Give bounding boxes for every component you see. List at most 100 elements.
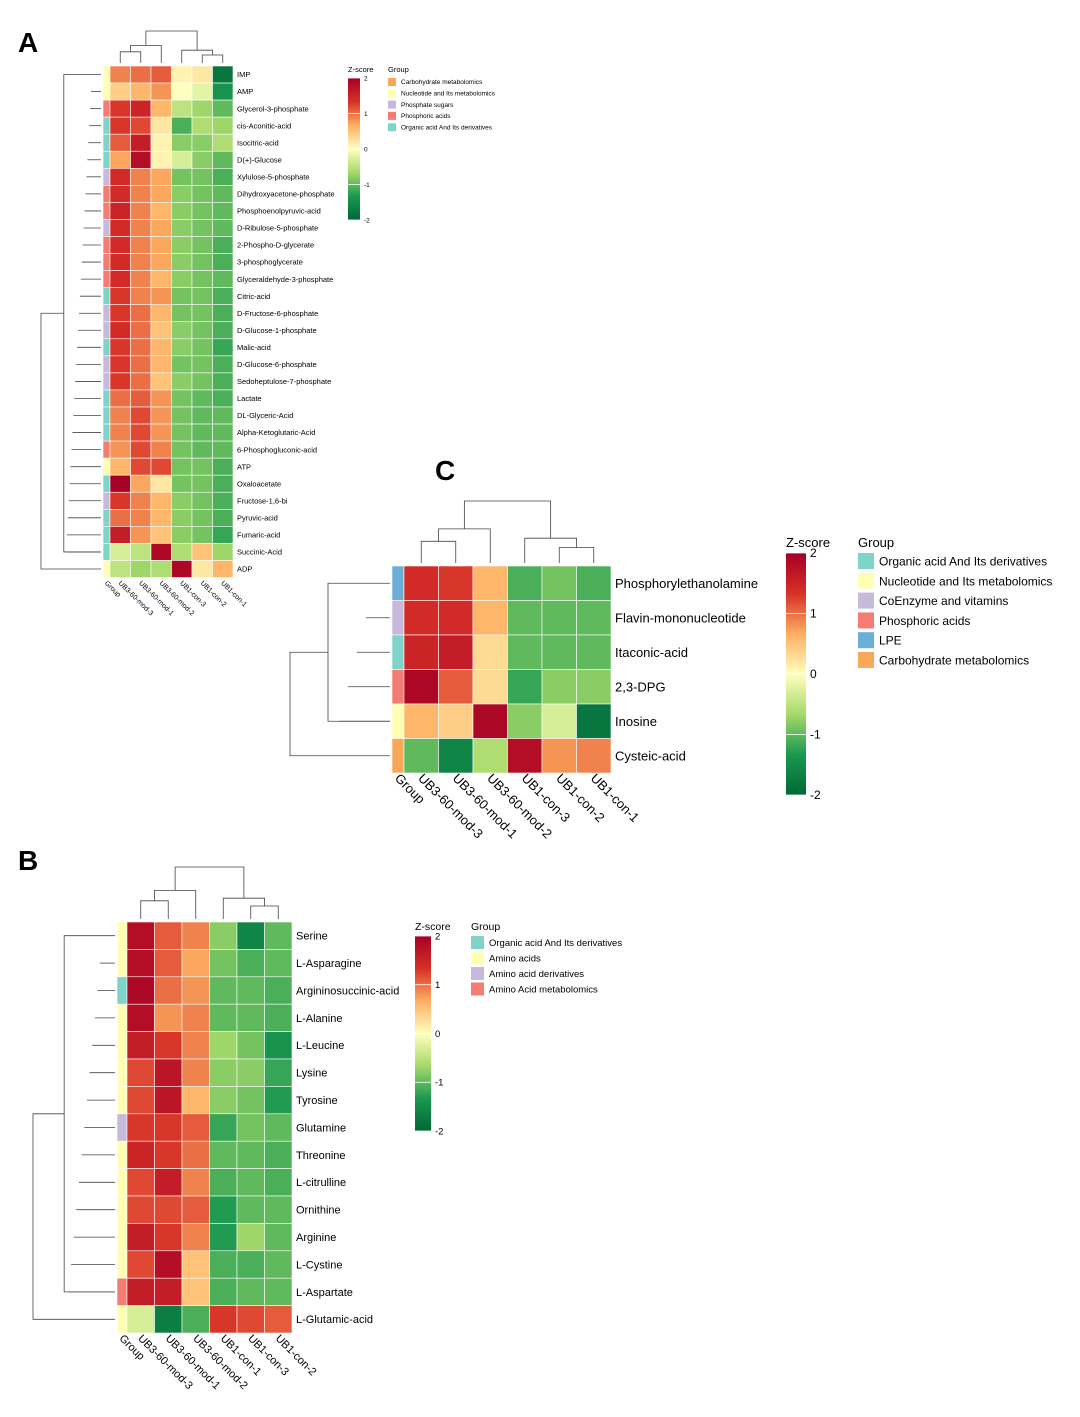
heatmap-cell: [126, 949, 155, 978]
group-legend-title: Group: [858, 535, 894, 550]
heatmap-cell: [181, 1113, 210, 1142]
heatmap-cell: [150, 321, 172, 340]
heatmap-cell: [150, 185, 172, 203]
row-label: Cysteic-acid: [615, 748, 686, 763]
group-legend-swatch: [858, 612, 874, 629]
heatmap-cell: [236, 976, 265, 1005]
heatmap-cell: [171, 508, 193, 527]
heatmap-cell: [212, 168, 234, 186]
heatmap-cell: [212, 321, 234, 340]
group-annotation-cell: [102, 543, 111, 561]
row-label: Pyruvic-acid: [237, 513, 278, 522]
heatmap-cell: [264, 1140, 293, 1169]
heatmap-cell: [130, 168, 152, 186]
heatmap-cell: [150, 287, 172, 305]
heatmap-cell: [212, 355, 234, 374]
group-annotation-cell: [102, 372, 111, 391]
row-label: Itaconic-acid: [615, 645, 688, 660]
heatmap-cell: [109, 457, 131, 476]
heatmap-cell: [126, 1305, 155, 1334]
heatmap-cell: [126, 1250, 155, 1279]
row-label: 3-phosphoglycerate: [237, 258, 303, 267]
heatmap-cell: [150, 372, 172, 391]
heatmap-cell: [126, 1031, 155, 1060]
heatmap-cell: [191, 543, 213, 561]
heatmap-cell: [191, 491, 213, 510]
heatmap-cell: [126, 1058, 155, 1087]
heatmap-cell: [191, 423, 213, 442]
group-annotation-cell: [102, 185, 111, 203]
heatmap-cell: [264, 1113, 293, 1142]
group-annotation-cell: [116, 1058, 128, 1087]
group-annotation-cell: [116, 1031, 128, 1060]
heatmap-cell: [472, 600, 508, 636]
heatmap-cell: [171, 65, 193, 84]
heatmap-cell: [191, 321, 213, 340]
heatmap-cell: [150, 236, 172, 254]
heatmap-cell: [212, 185, 234, 203]
heatmap-cell: [109, 560, 131, 578]
heatmap-cell: [212, 133, 234, 152]
heatmap-cell: [236, 1031, 265, 1060]
group-annotation-cell: [102, 406, 111, 425]
heatmap-cell: [171, 99, 193, 118]
row-label: Threonine: [296, 1150, 346, 1162]
row-label: Dihydroxyacetone-phosphate: [237, 190, 335, 199]
row-label: cis-Aconitic-acid: [237, 121, 291, 130]
heatmap-cell: [212, 219, 234, 237]
heatmap-cell: [472, 634, 508, 670]
heatmap-cell: [191, 526, 213, 544]
group-annotation-cell: [116, 949, 128, 978]
heatmap-cell: [541, 634, 577, 670]
heatmap-cell: [171, 116, 193, 135]
row-label: Sedoheptulose-7-phosphate: [237, 377, 331, 386]
row-label: Glyceraldehyde-3-phosphate: [237, 275, 333, 284]
heatmap-cell: [236, 1113, 265, 1142]
heatmap-cell: [130, 270, 152, 288]
heatmap-cell: [150, 168, 172, 186]
colorbar-tick-label: 2: [364, 75, 368, 82]
heatmap-cell: [130, 560, 152, 578]
heatmap-cell: [191, 219, 213, 237]
row-label: Fumaric-acid: [237, 531, 280, 540]
heatmap-cell: [236, 1003, 265, 1032]
heatmap-cell: [209, 1003, 238, 1032]
colorbar-tick-label: -2: [810, 788, 821, 802]
heatmap-cell: [191, 457, 213, 476]
heatmap-cell: [236, 1140, 265, 1169]
row-label: Phosphorylethanolamine: [615, 576, 758, 591]
group-annotation-cell: [102, 82, 111, 101]
heatmap-cell: [264, 1223, 293, 1252]
heatmap-cell: [191, 389, 213, 408]
heatmap-cell: [150, 253, 172, 271]
heatmap-cell: [181, 1140, 210, 1169]
heatmap-cell: [264, 1277, 293, 1306]
group-annotation-cell: [116, 1195, 128, 1224]
heatmap-cell: [191, 65, 213, 84]
heatmap-cell: [507, 703, 543, 739]
heatmap-cell: [154, 1168, 183, 1197]
group-annotation-cell: [391, 703, 405, 739]
heatmap-cell: [130, 457, 152, 476]
heatmap-cell: [109, 423, 131, 442]
heatmap-cell: [403, 600, 439, 636]
heatmap-cell: [236, 1058, 265, 1087]
heatmap-cell: [403, 565, 439, 601]
heatmap-cell: [150, 133, 172, 152]
heatmap-cell: [109, 389, 131, 408]
heatmap-cell: [191, 99, 213, 118]
heatmap-cell: [154, 1140, 183, 1169]
heatmap-cell: [109, 304, 131, 323]
colorbar-tick-label: -1: [810, 728, 821, 742]
heatmap-cell: [576, 669, 612, 705]
heatmap-cell: [130, 219, 152, 237]
column-dendrogram-branch: [250, 905, 279, 919]
heatmap-cell: [154, 949, 183, 978]
heatmap-cell: [236, 1223, 265, 1252]
column-dendrogram-branch: [420, 540, 457, 563]
column-dendrogram-branch: [524, 537, 577, 563]
heatmap-cell: [109, 270, 131, 288]
heatmap-cell: [191, 287, 213, 305]
group-legend-label: Carbohydrate metabolomics: [879, 653, 1029, 667]
heatmap-cell: [130, 355, 152, 374]
